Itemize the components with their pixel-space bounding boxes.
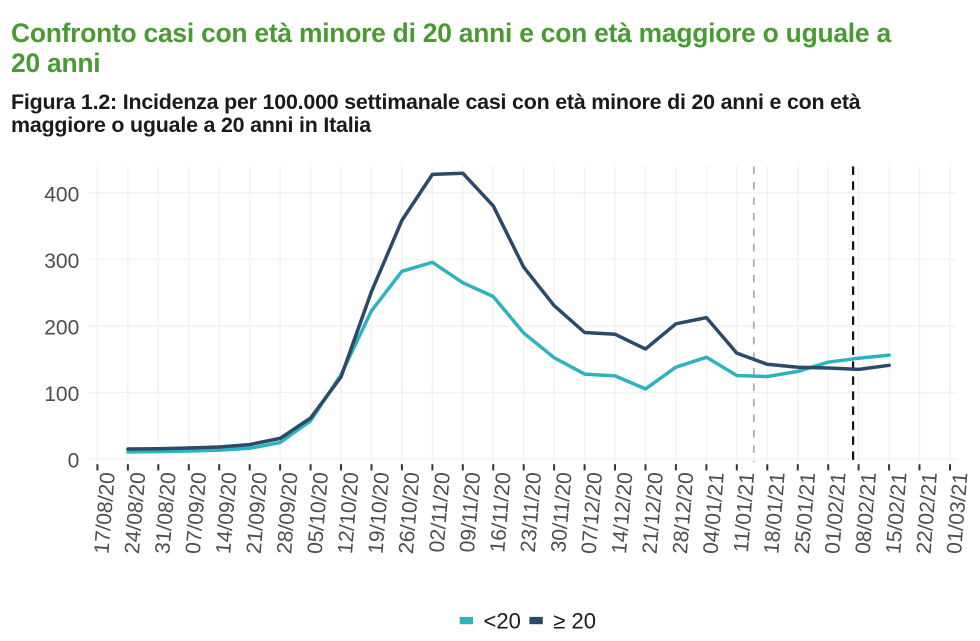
svg-text:19/10/20: 19/10/20 — [365, 471, 394, 554]
svg-text:22/02/21: 22/02/21 — [913, 471, 942, 554]
svg-text:11/01/21: 11/01/21 — [730, 471, 759, 553]
svg-text:21/12/20: 21/12/20 — [639, 471, 668, 554]
svg-text:21/09/20: 21/09/20 — [243, 471, 272, 554]
svg-text:<20: <20 — [484, 608, 521, 633]
svg-text:23/11/20: 23/11/20 — [517, 471, 546, 553]
svg-text:14/09/20: 14/09/20 — [212, 471, 241, 554]
svg-text:09/11/20: 09/11/20 — [456, 471, 485, 553]
svg-text:28/09/20: 28/09/20 — [273, 471, 302, 554]
svg-text:12/10/20: 12/10/20 — [334, 471, 363, 554]
svg-text:25/01/21: 25/01/21 — [791, 471, 820, 554]
svg-text:08/02/21: 08/02/21 — [852, 471, 881, 554]
svg-text:16/11/20: 16/11/20 — [486, 471, 515, 553]
svg-text:01/03/21: 01/03/21 — [943, 471, 972, 554]
svg-text:07/12/20: 07/12/20 — [578, 471, 607, 554]
svg-text:05/10/20: 05/10/20 — [304, 471, 333, 554]
svg-text:02/11/20: 02/11/20 — [426, 471, 455, 553]
svg-text:04/01/21: 04/01/21 — [699, 471, 728, 554]
svg-text:07/09/20: 07/09/20 — [182, 471, 211, 554]
svg-text:400: 400 — [44, 183, 79, 206]
svg-text:14/12/20: 14/12/20 — [608, 471, 637, 554]
svg-text:15/02/21: 15/02/21 — [882, 471, 911, 554]
svg-text:0: 0 — [68, 450, 80, 473]
svg-text:28/12/20: 28/12/20 — [669, 471, 698, 554]
svg-text:24/08/20: 24/08/20 — [121, 471, 150, 554]
svg-text:300: 300 — [44, 250, 79, 273]
svg-text:01/02/21: 01/02/21 — [821, 471, 850, 554]
svg-text:≥ 20: ≥ 20 — [553, 608, 596, 633]
svg-text:100: 100 — [44, 383, 79, 406]
svg-text:26/10/20: 26/10/20 — [395, 471, 424, 554]
svg-text:200: 200 — [44, 317, 79, 340]
svg-text:31/08/20: 31/08/20 — [151, 471, 180, 554]
svg-text:30/11/20: 30/11/20 — [547, 471, 576, 553]
svg-text:17/08/20: 17/08/20 — [90, 471, 119, 554]
svg-text:18/01/21: 18/01/21 — [760, 471, 789, 554]
